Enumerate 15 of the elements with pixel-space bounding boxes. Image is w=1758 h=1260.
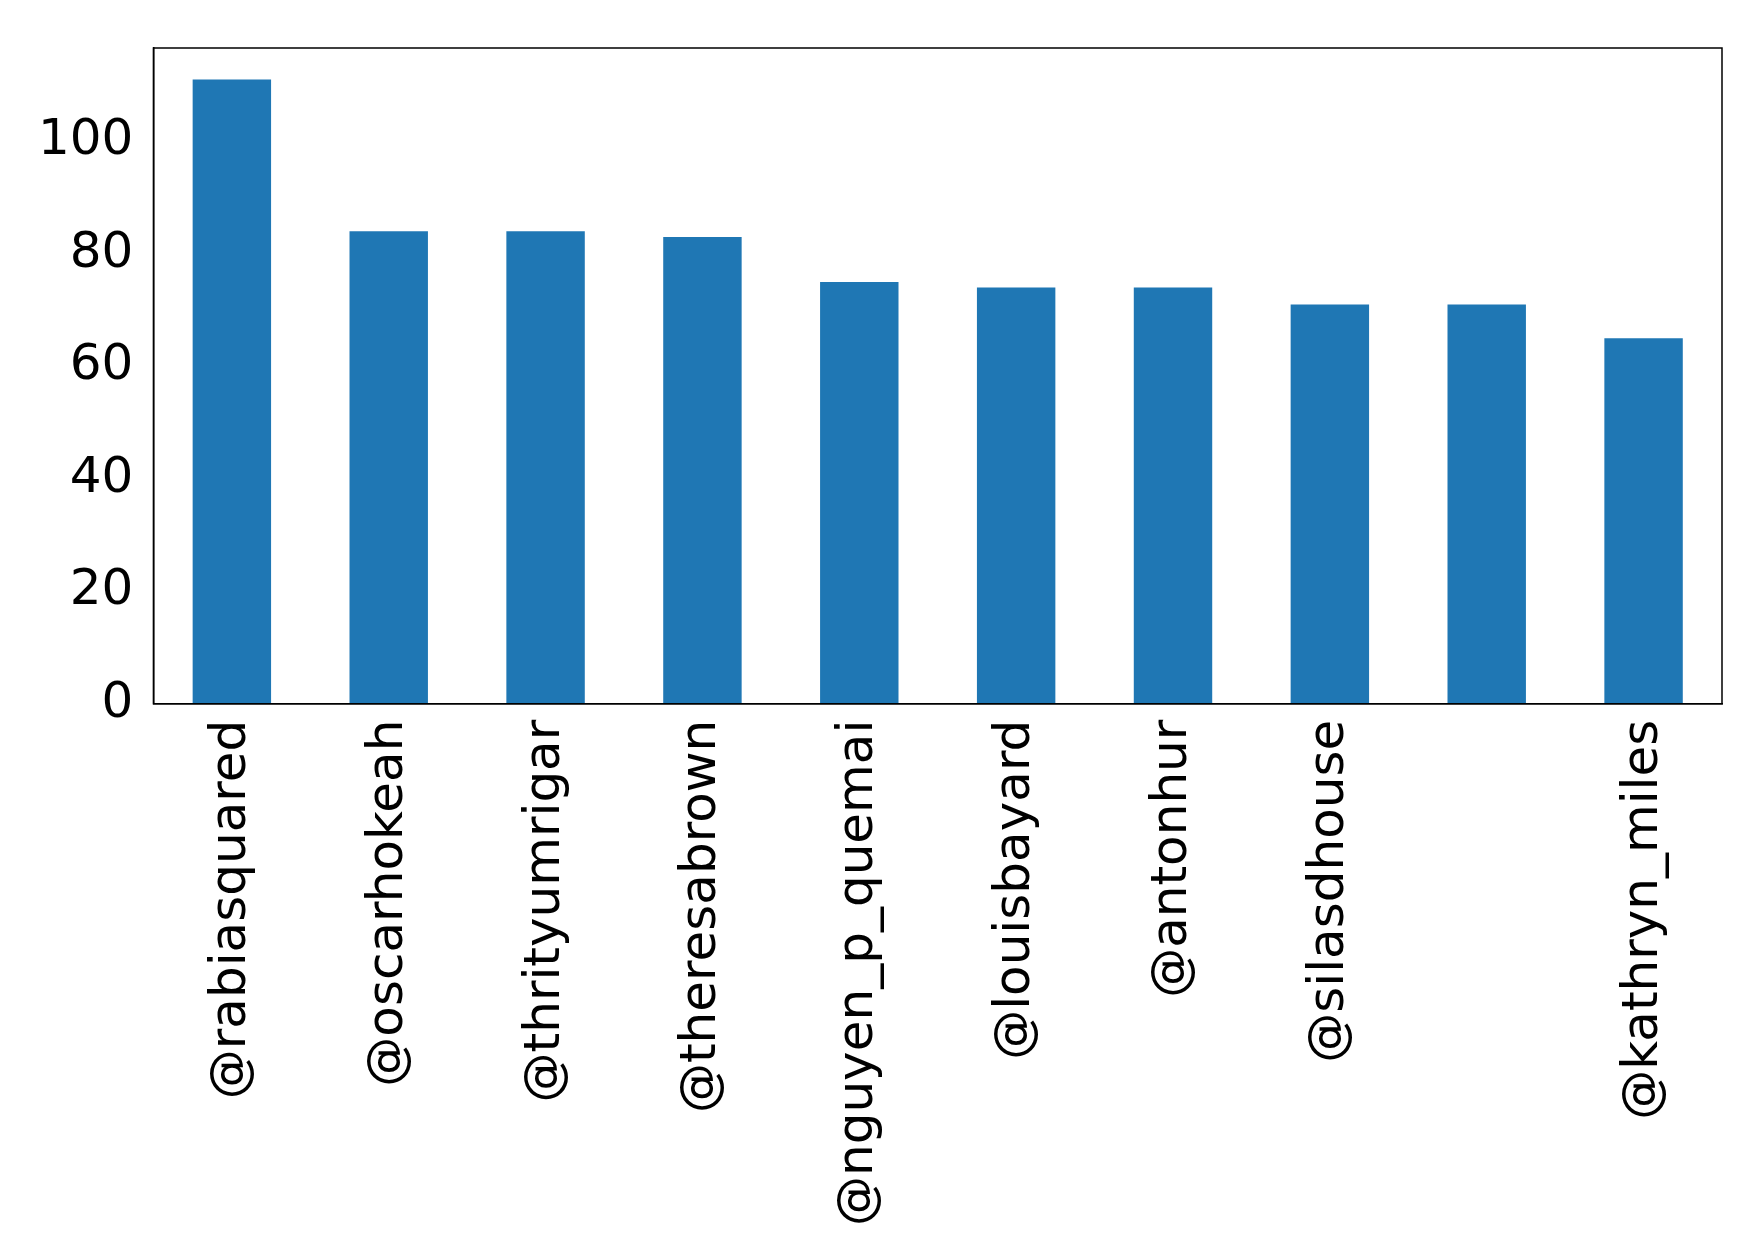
x-tick-label: @theresabrown <box>669 719 728 1114</box>
y-tick-label: 20 <box>69 558 134 617</box>
y-tick-label: 80 <box>69 220 134 279</box>
y-tick-label: 100 <box>38 108 134 167</box>
x-tick-label: @louisbayard <box>983 719 1042 1060</box>
x-tick-label: @nguyen_p_quemai <box>826 719 885 1226</box>
x-tick-label: @kathryn_miles <box>1610 719 1669 1120</box>
x-tick-label: @thrityumrigar <box>512 719 571 1103</box>
x-tick-label: @oscarhokeah <box>355 719 414 1087</box>
x-tick-label: @rabiasquared <box>198 719 257 1100</box>
x-tick-label: @antonhur <box>1139 719 1198 998</box>
x-tick-label: @silasdhouse <box>1296 719 1355 1063</box>
y-tick-label: 40 <box>69 445 134 504</box>
y-tick-label: 0 <box>101 670 134 729</box>
y-tick-label: 60 <box>69 333 134 392</box>
